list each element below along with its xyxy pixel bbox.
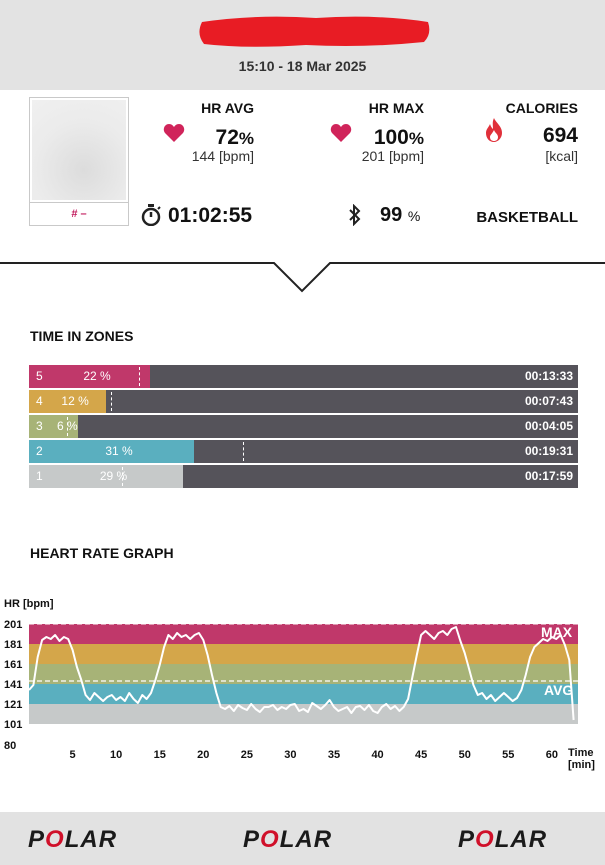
zone-fill: [29, 440, 194, 463]
zone-time: 00:04:05: [524, 419, 573, 433]
x-tick-label: 45: [415, 749, 427, 761]
hr-max-label: HR MAX: [368, 100, 424, 116]
calories-unit: [kcal]: [545, 148, 578, 164]
hr-max-unit: 201 [bpm]: [361, 148, 424, 164]
x-tick-label: 60: [546, 749, 558, 761]
hr-avg-label: HR AVG: [201, 100, 254, 116]
bluetooth-icon: [349, 204, 361, 226]
duration-value: 01:02:55: [168, 204, 253, 227]
x-tick-label: 15: [154, 749, 166, 761]
zones-title: TIME IN ZONES: [30, 328, 134, 344]
header: 15:10 - 18 Mar 2025: [0, 0, 605, 90]
x-tick-label: 35: [328, 749, 340, 761]
redacted-title: [199, 16, 430, 47]
y-tick-label: 141: [4, 679, 22, 691]
zone-fill: [29, 365, 150, 388]
sport-name: BASKETBALL: [476, 209, 578, 226]
x-tick-label: 5: [70, 749, 76, 761]
hr-avg-unit: 144 [bpm]: [191, 148, 254, 164]
y-axis-label: HR [bpm]: [4, 598, 54, 610]
x-tick-label: 20: [197, 749, 209, 761]
zone-fill: [29, 390, 106, 413]
polar-logo: POLAR: [458, 826, 548, 853]
x-axis-unit: [min]: [568, 759, 595, 771]
photo-caption: # –: [30, 202, 128, 225]
zone-time: 00:13:33: [524, 369, 573, 383]
zone-target-mark: [67, 417, 69, 436]
y-tick-label: 201: [4, 619, 22, 631]
y-tick-label: 121: [4, 699, 22, 711]
zone-row-5: 5 22 % 00:13:33: [29, 365, 578, 388]
zone-number: 2: [36, 444, 43, 458]
zone-target-mark: [138, 367, 140, 386]
zone-row-3: 3 6 % 00:04:05: [29, 415, 578, 438]
flame-icon: [486, 118, 502, 142]
zone-row-2: 2 31 % 00:19:31: [29, 440, 578, 463]
session-datetime: 15:10 - 18 Mar 2025: [238, 58, 367, 74]
zone-target-mark: [122, 467, 124, 486]
y-tick-label: 161: [4, 659, 22, 671]
x-axis-label: Time: [568, 747, 593, 759]
hr-avg-value: 72%: [215, 126, 254, 149]
x-tick-label: 55: [502, 749, 514, 761]
zone-number: 1: [36, 469, 43, 483]
heart-rate-graph: HR [bpm] 201 181 161 141 121 101 80 5 10 15 20 25 30 3…: [4, 598, 595, 771]
zone-target-mark: [111, 392, 113, 411]
heart-icon: [163, 124, 185, 142]
zone-fill: [29, 465, 183, 488]
polar-logo: POLAR: [28, 826, 118, 853]
zone-percent: 29 %: [99, 469, 128, 483]
zone-time: 00:07:43: [524, 394, 573, 408]
zone-number: 5: [36, 369, 43, 383]
zone-percent: 12 %: [61, 394, 89, 408]
x-tick-label: 25: [241, 749, 253, 761]
zone-row-1: 1 29 % 00:17:59: [29, 465, 578, 488]
x-tick-label: 30: [284, 749, 296, 761]
hr-series-line: [28, 626, 575, 721]
graph-title: HEART RATE GRAPH: [30, 545, 174, 561]
zones-chart: 5 22 % 00:13:33 4 12 % 00:07:43 3 6 % 00:04:05 2 3…: [29, 365, 578, 490]
zone-time: 00:19:31: [524, 444, 573, 458]
y-tick-label: 101: [4, 719, 22, 731]
zone-band-5: [29, 624, 578, 644]
zone-percent: 6 %: [57, 419, 78, 433]
avg-label: AVG: [544, 682, 573, 698]
zone-time: 00:17:59: [524, 469, 573, 483]
zone-band-2: [29, 684, 578, 704]
zone-fill: [29, 415, 79, 438]
y-tick-label: 181: [4, 639, 22, 651]
zone-target-mark: [243, 442, 245, 461]
zone-number: 4: [36, 394, 43, 408]
calories-value: 694: [542, 124, 578, 147]
calories-label: CALORIES: [505, 100, 578, 116]
profile-photo[interactable]: # –: [29, 97, 129, 226]
zone-row-4: 4 12 % 00:07:43: [29, 390, 578, 413]
zone-percent: 31 %: [105, 444, 133, 458]
stopwatch-icon: [141, 204, 161, 226]
zone-band-4: [29, 644, 578, 664]
polar-logo: POLAR: [243, 826, 333, 853]
avatar: [32, 100, 126, 200]
section-divider: [0, 262, 605, 293]
zone-band-3: [29, 664, 578, 684]
heart-icon: [330, 124, 352, 142]
bluetooth-value: 99 %: [380, 204, 421, 226]
zone-band-1: [29, 704, 578, 724]
footer: POLAR POLAR POLAR: [0, 812, 605, 865]
x-tick-label: 50: [459, 749, 471, 761]
max-label: MAX: [541, 624, 573, 640]
hr-max-value: 100%: [373, 126, 424, 149]
y-tick-label: 80: [4, 740, 16, 752]
zone-percent: 22 %: [83, 369, 111, 383]
x-tick-label: 40: [371, 749, 383, 761]
x-tick-label: 10: [110, 749, 122, 761]
zone-number: 3: [36, 419, 43, 433]
